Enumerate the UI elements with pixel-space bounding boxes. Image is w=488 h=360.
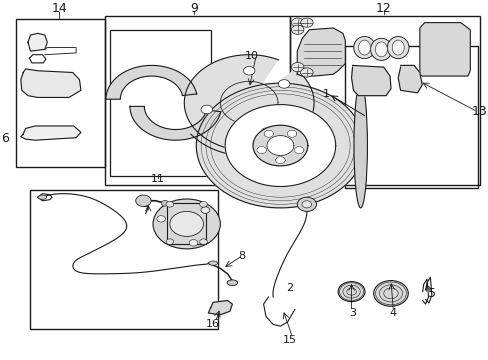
Ellipse shape xyxy=(370,38,391,60)
Text: 12: 12 xyxy=(375,2,391,15)
Text: 1: 1 xyxy=(322,89,329,99)
Polygon shape xyxy=(266,136,293,156)
Ellipse shape xyxy=(226,280,237,285)
Circle shape xyxy=(261,128,272,136)
Text: 2: 2 xyxy=(286,283,293,293)
Text: 5: 5 xyxy=(427,287,435,300)
Polygon shape xyxy=(275,157,285,164)
Polygon shape xyxy=(419,23,469,76)
Circle shape xyxy=(373,280,407,306)
Polygon shape xyxy=(264,130,273,137)
Polygon shape xyxy=(256,147,266,154)
Polygon shape xyxy=(294,147,304,154)
Polygon shape xyxy=(167,203,205,243)
Polygon shape xyxy=(106,66,196,99)
Text: 7: 7 xyxy=(142,206,149,216)
Polygon shape xyxy=(252,125,307,166)
Bar xyxy=(16,19,105,167)
Circle shape xyxy=(169,211,203,237)
Circle shape xyxy=(157,216,165,222)
Polygon shape xyxy=(184,55,313,151)
Ellipse shape xyxy=(386,36,408,59)
Circle shape xyxy=(199,202,207,207)
Polygon shape xyxy=(196,83,364,208)
Circle shape xyxy=(165,202,173,207)
Polygon shape xyxy=(286,130,296,137)
Circle shape xyxy=(153,199,220,249)
Polygon shape xyxy=(130,106,220,140)
Bar xyxy=(105,15,289,185)
Ellipse shape xyxy=(38,195,47,199)
Circle shape xyxy=(278,80,289,88)
Circle shape xyxy=(189,240,198,246)
Polygon shape xyxy=(397,66,421,93)
Circle shape xyxy=(201,207,209,213)
Ellipse shape xyxy=(358,40,370,55)
Bar xyxy=(428,32,460,64)
Text: 4: 4 xyxy=(389,308,396,318)
Circle shape xyxy=(337,282,364,302)
Ellipse shape xyxy=(353,36,375,59)
Circle shape xyxy=(199,239,207,244)
Circle shape xyxy=(302,201,311,208)
Text: 16: 16 xyxy=(206,319,220,329)
Bar xyxy=(30,190,218,329)
Bar xyxy=(109,30,210,176)
Text: 9: 9 xyxy=(189,2,198,15)
Polygon shape xyxy=(28,33,47,51)
Text: 13: 13 xyxy=(471,105,487,118)
Circle shape xyxy=(291,25,304,35)
Polygon shape xyxy=(224,104,335,186)
Polygon shape xyxy=(21,69,81,98)
Circle shape xyxy=(243,67,254,75)
Polygon shape xyxy=(297,28,345,76)
Text: 14: 14 xyxy=(51,2,67,15)
Bar xyxy=(289,15,479,185)
Circle shape xyxy=(201,105,212,114)
Ellipse shape xyxy=(391,40,404,55)
Text: 8: 8 xyxy=(238,251,245,261)
Polygon shape xyxy=(21,126,81,140)
Text: 15: 15 xyxy=(283,335,296,345)
Circle shape xyxy=(201,207,209,213)
Text: 3: 3 xyxy=(348,308,355,318)
Text: 11: 11 xyxy=(150,174,164,184)
Ellipse shape xyxy=(375,42,386,57)
Text: 10: 10 xyxy=(244,51,258,62)
Circle shape xyxy=(165,239,173,244)
Circle shape xyxy=(300,68,312,77)
Circle shape xyxy=(136,195,151,207)
Circle shape xyxy=(161,201,168,206)
Ellipse shape xyxy=(353,83,366,208)
Polygon shape xyxy=(208,301,232,315)
Circle shape xyxy=(297,197,316,211)
Text: 6: 6 xyxy=(1,132,9,145)
Ellipse shape xyxy=(208,261,217,265)
Polygon shape xyxy=(351,66,390,96)
Bar xyxy=(345,46,477,188)
Circle shape xyxy=(300,18,312,27)
Circle shape xyxy=(291,63,304,72)
Circle shape xyxy=(291,18,304,27)
